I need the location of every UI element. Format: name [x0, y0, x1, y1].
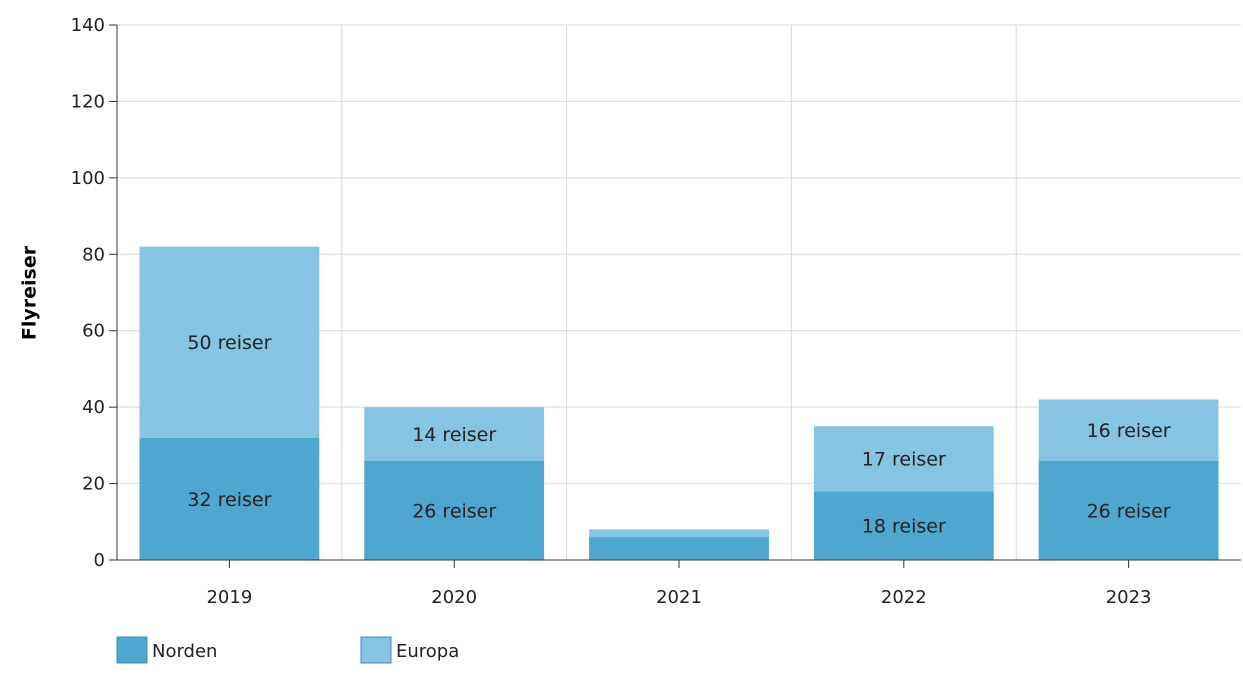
data-label-norden-2022: 18 reiser — [862, 516, 946, 538]
y-tick-label: 120 — [71, 91, 105, 112]
x-tick-label: 2022 — [881, 587, 927, 608]
bars — [139, 246, 1219, 560]
y-tick-label: 20 — [82, 474, 105, 495]
y-tick-label: 40 — [82, 397, 105, 418]
bar-europa-2020 — [364, 407, 545, 461]
x-tick-label: 2021 — [656, 587, 702, 608]
bar-norden-2022 — [813, 491, 994, 560]
bar-norden-2023 — [1038, 460, 1219, 560]
data-label-europa-2020: 14 reiser — [412, 424, 496, 446]
y-tick-label: 140 — [71, 15, 105, 36]
legend-label: Norden — [152, 641, 217, 662]
y-tick-label: 80 — [82, 244, 105, 265]
y-tick-label: 0 — [94, 550, 105, 571]
bar-norden-2021 — [589, 537, 769, 560]
data-label-norden-2020: 26 reiser — [412, 500, 496, 522]
axes: 0 20 40 60 80 100 120 140 2019 2020 2021 2022 2023 — [71, 15, 1241, 608]
x-tick-label: 2019 — [206, 587, 252, 608]
legend: Norden Europa — [116, 636, 459, 664]
x-tick-label: 2023 — [1106, 587, 1152, 608]
y-tick-label: 100 — [71, 168, 105, 189]
bar-europa-2022 — [813, 426, 994, 492]
data-label-europa-2019: 50 reiser — [187, 332, 271, 354]
legend-swatch — [360, 636, 392, 664]
bar-europa-2021 — [589, 529, 769, 538]
legend-swatch — [116, 636, 148, 664]
data-label-norden-2023: 26 reiser — [1087, 500, 1171, 522]
data-label-europa-2023: 16 reiser — [1087, 420, 1171, 442]
bar-norden-2020 — [364, 460, 545, 560]
data-labels: 32 reiser 50 reiser 26 reiser 14 reiser 18 r… — [187, 332, 1170, 537]
y-tick-label: 60 — [82, 321, 105, 342]
y-axis-title: Flyreiser — [19, 245, 41, 340]
legend-item-norden[interactable]: Norden — [116, 636, 217, 664]
bar-europa-2023 — [1038, 399, 1219, 461]
legend-label: Europa — [396, 641, 459, 662]
data-label-europa-2022: 17 reiser — [862, 449, 946, 471]
legend-item-europa[interactable]: Europa — [360, 636, 459, 664]
data-label-norden-2019: 32 reiser — [187, 489, 271, 511]
bar-norden-2019 — [139, 437, 320, 560]
x-tick-label: 2020 — [431, 587, 477, 608]
bar-europa-2019 — [139, 246, 320, 438]
